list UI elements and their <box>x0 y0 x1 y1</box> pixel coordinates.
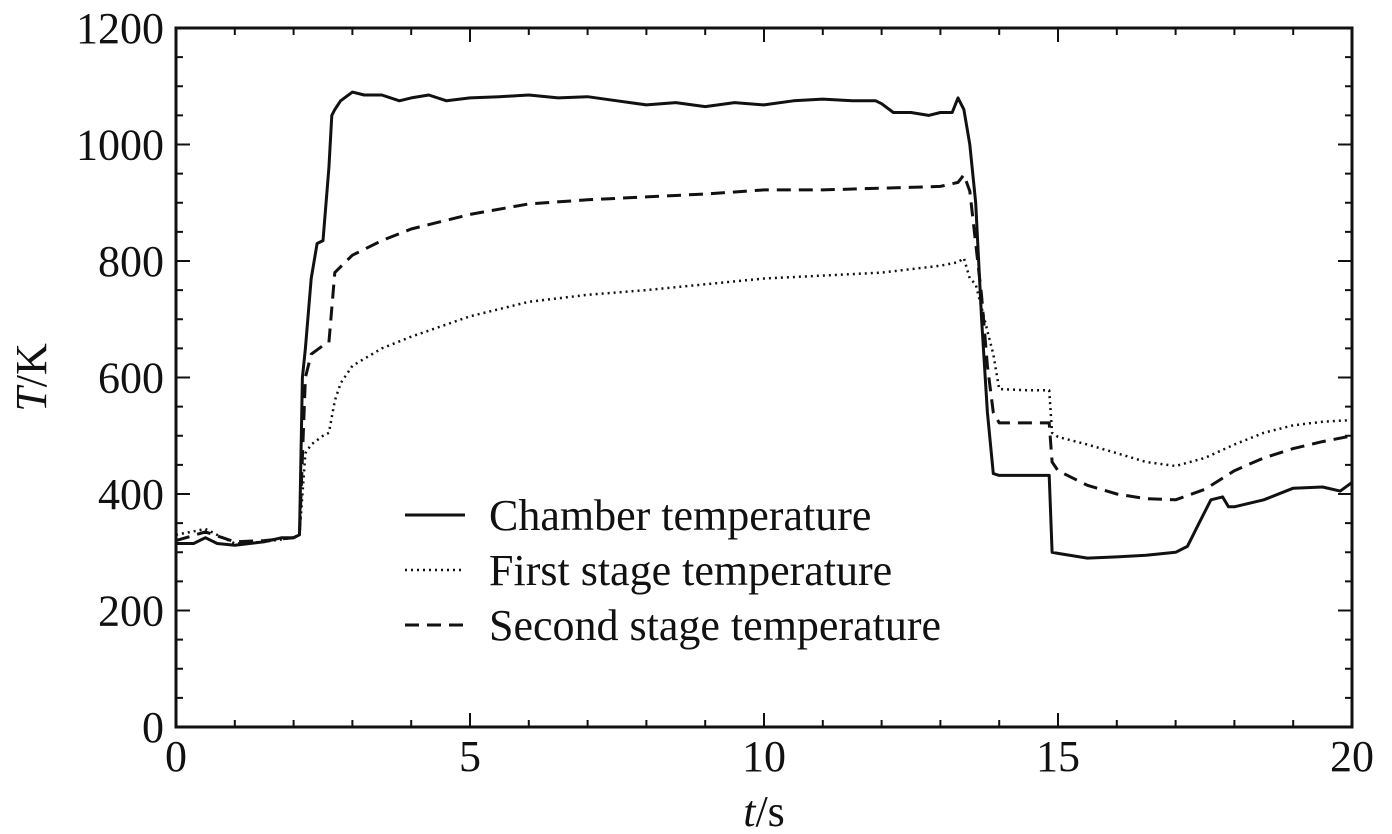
x-axis-label: t/s <box>743 787 785 834</box>
y-tick-label: 1000 <box>76 121 164 170</box>
y-tick-label: 600 <box>98 354 164 403</box>
y-tick-label: 0 <box>142 703 164 752</box>
series-line-2 <box>175 256 1353 545</box>
y-axis-label-unit: /K <box>7 343 56 387</box>
series-layer <box>175 90 1353 560</box>
x-tick-label: 20 <box>1330 732 1374 781</box>
y-tick-label: 800 <box>98 237 164 286</box>
x-tick-label: 10 <box>742 732 786 781</box>
ticks-layer <box>175 27 1353 728</box>
y-tick-label: 200 <box>98 587 164 636</box>
legend: Chamber temperature First stage temperatu… <box>405 491 941 650</box>
y-tick-label: 400 <box>98 470 164 519</box>
legend-label-1: Chamber temperature <box>489 491 871 540</box>
legend-label-2: First stage temperature <box>489 546 892 595</box>
x-tick-label: 15 <box>1036 732 1080 781</box>
x-axis-label-var: t <box>743 787 757 834</box>
x-tick-label: 5 <box>459 732 481 781</box>
legend-label-3: Second stage temperature <box>489 601 941 650</box>
series-line-3 <box>175 173 1353 544</box>
y-axis-label-var: T <box>7 384 56 412</box>
x-tick-label: 0 <box>165 732 187 781</box>
x-axis-label-unit: /s <box>755 787 784 834</box>
series-line-1 <box>176 90 1353 560</box>
y-axis-label: T/K <box>7 343 56 412</box>
y-tick-label: 1200 <box>76 4 164 53</box>
